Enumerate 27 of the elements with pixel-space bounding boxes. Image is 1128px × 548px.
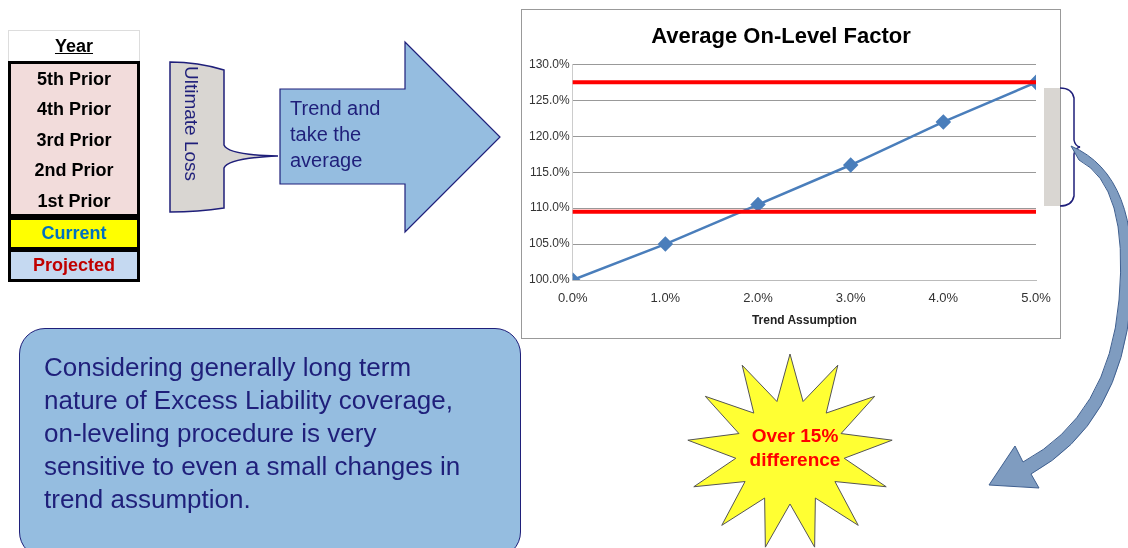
text: Current	[8, 217, 140, 250]
y-tick-label: 125.0%	[529, 92, 571, 107]
x-axis-title: Trend Assumption	[751, 313, 857, 328]
text: 4th Prior	[36, 98, 112, 121]
y-tick-label: 105.0%	[529, 236, 571, 251]
x-tick-label: 2.0%	[743, 290, 774, 306]
y-tick-label: 100.0%	[529, 272, 571, 287]
y-tick-label: 110.0%	[529, 200, 571, 215]
text: Considering generally long term nature of Excess Liability coverage, on-leveling procedure is very sensitive to even a small changes in trend assumption.	[44, 351, 462, 516]
text: Year	[8, 30, 140, 62]
y-tick-label: 120.0%	[529, 128, 571, 143]
chart-title: Average On-Level Factor	[651, 23, 912, 49]
text: Ultimate Loss	[180, 66, 202, 184]
x-tick-label: 4.0%	[928, 290, 959, 306]
text: 5th Prior	[36, 67, 112, 91]
text: Projected	[8, 249, 140, 282]
text: 2nd Prior	[33, 159, 115, 182]
x-tick-label: 0.0%	[557, 290, 588, 306]
y-tick-label: 130.0%	[529, 56, 571, 71]
text: 3rd Prior	[35, 128, 113, 152]
x-tick-label: 3.0%	[835, 290, 866, 306]
text: Over 15% difference	[748, 424, 842, 472]
text: 1st Prior	[36, 189, 112, 213]
text: Trend and take the average	[290, 96, 382, 173]
x-tick-label: 1.0%	[650, 290, 681, 306]
x-tick-label: 5.0%	[1021, 290, 1052, 306]
y-tick-label: 115.0%	[529, 164, 571, 179]
